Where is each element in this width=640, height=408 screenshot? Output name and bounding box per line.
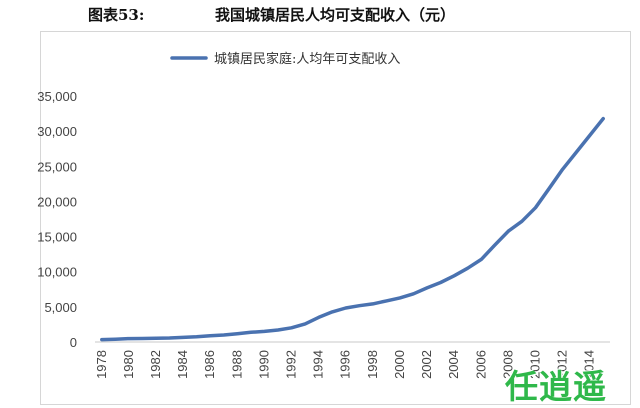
y-tick-label: 15,000	[37, 230, 77, 245]
y-tick-label: 30,000	[37, 124, 77, 139]
x-tick-label: 1992	[284, 350, 299, 379]
y-axis-ticks: 0 5,000 10,000 15,000 20,000 25,000 30,000 35,0…	[37, 89, 77, 350]
x-tick-label: 1982	[148, 350, 163, 379]
x-tick-label: 2002	[419, 350, 434, 379]
y-tick-label: 0	[70, 335, 77, 350]
x-tick-label: 2010	[527, 350, 542, 379]
y-tick-label: 20,000	[37, 194, 77, 209]
x-tick-label: 1984	[175, 350, 190, 379]
chart-frame	[40, 31, 631, 405]
legend: 城镇居民家庭:人均年可支配收入	[170, 51, 400, 67]
x-tick-label: 1998	[365, 350, 380, 379]
watermark-logo: 任逍遥	[505, 367, 607, 406]
y-tick-label: 10,000	[37, 265, 77, 280]
y-tick-label: 5,000	[44, 300, 77, 315]
x-tick-label: 2008	[500, 350, 515, 379]
x-tick-label: 1986	[202, 350, 217, 379]
x-tick-label: 1994	[311, 350, 326, 379]
legend-label: 城镇居民家庭:人均年可支配收入	[214, 51, 400, 67]
y-tick-label: 25,000	[37, 159, 77, 174]
x-tick-label: 2000	[392, 350, 407, 379]
x-tick-label: 2004	[446, 350, 461, 379]
x-tick-label: 2012	[555, 350, 570, 379]
x-tick-label: 1988	[229, 350, 244, 379]
x-tick-label: 1996	[338, 350, 353, 379]
x-tick-label: 2006	[473, 350, 488, 379]
x-tick-label: 1990	[256, 350, 271, 379]
figure-label: 图表53:	[88, 6, 145, 24]
series-layer	[100, 116, 605, 342]
figure-header: 图表53: 我国城镇居民人均可支配收入（元）	[0, 0, 640, 28]
x-axis-ticks: 1978 1980 1982 1984 1986 1988 1990 1992 1994 1996…	[94, 350, 597, 379]
y-tick-label: 35,000	[37, 89, 77, 104]
figure-title: 我国城镇居民人均可支配收入（元）	[215, 6, 456, 24]
x-tick-label: 1978	[94, 350, 109, 379]
series-line	[100, 116, 605, 342]
x-tick-label: 1980	[121, 350, 136, 379]
x-tick-label: 2014	[582, 350, 597, 379]
